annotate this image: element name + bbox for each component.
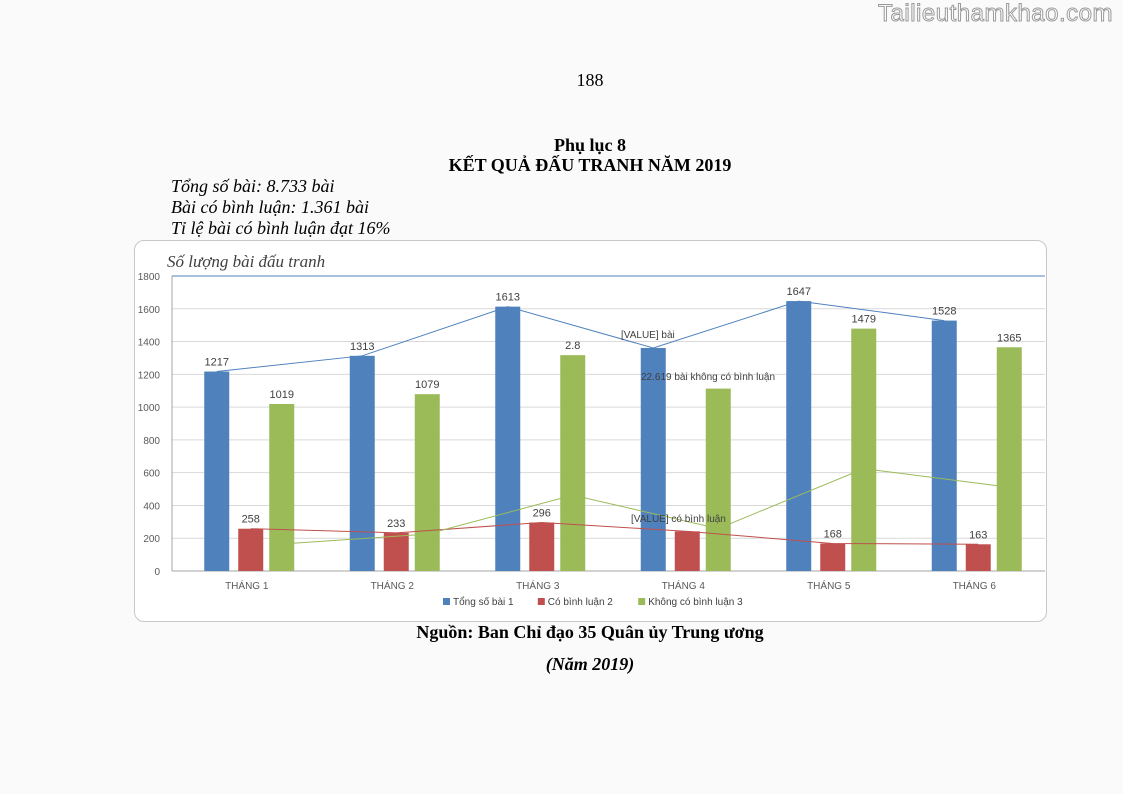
bar-3 bbox=[705, 388, 731, 571]
legend-label-1: Tổng số bài 1 bbox=[453, 596, 514, 608]
y-tick-label: 200 bbox=[143, 534, 160, 545]
legend-swatch-3 bbox=[638, 598, 646, 605]
data-label: 1647 bbox=[787, 286, 811, 298]
bar-1 bbox=[786, 301, 812, 571]
annotation-total: [VALUE] bài bbox=[621, 330, 675, 341]
bar-2 bbox=[965, 544, 991, 571]
bar-1 bbox=[349, 355, 375, 571]
y-tick-label: 1600 bbox=[138, 305, 161, 316]
summary-stats: Tổng số bài: 8.733 bài Bài có bình luận:… bbox=[171, 176, 391, 239]
x-tick-label: THÁNG 1 bbox=[225, 579, 269, 592]
data-label: 1313 bbox=[350, 341, 374, 353]
bar-3 bbox=[414, 394, 440, 571]
data-label: 1019 bbox=[270, 389, 294, 401]
trend-line-3 bbox=[281, 468, 1010, 545]
y-tick-label: 1400 bbox=[138, 338, 161, 349]
bar-2 bbox=[383, 532, 409, 571]
data-label: 163 bbox=[969, 529, 987, 541]
bar-1 bbox=[640, 347, 666, 571]
annotation-comment: [VALUE] có bình luận bbox=[631, 514, 726, 525]
x-tick-label: THÁNG 3 bbox=[516, 579, 560, 592]
data-label: 168 bbox=[824, 528, 842, 540]
bar-1 bbox=[931, 320, 957, 571]
data-label: 1365 bbox=[997, 332, 1021, 344]
x-tick-label: THÁNG 4 bbox=[662, 579, 706, 592]
bar-2 bbox=[820, 543, 846, 571]
x-tick-label: THÁNG 2 bbox=[371, 579, 415, 592]
year-note: (Năm 2019) bbox=[545, 654, 635, 674]
page-heading: KẾT QUẢ ĐẤU TRANH NĂM 2019 bbox=[448, 155, 732, 175]
bar-3 bbox=[851, 328, 877, 571]
y-tick-label: 800 bbox=[143, 436, 160, 447]
bar-1 bbox=[495, 306, 521, 571]
bar-3 bbox=[996, 347, 1022, 571]
bar-1 bbox=[204, 371, 230, 571]
bar-2 bbox=[529, 522, 555, 571]
y-tick-label: 400 bbox=[143, 501, 160, 512]
legend-swatch-1 bbox=[443, 598, 450, 605]
source-note: Nguồn: Ban Chỉ đạo 35 Quân ủy Trung ương bbox=[416, 622, 764, 642]
y-tick-label: 1200 bbox=[138, 370, 161, 381]
stat-total: Tổng số bài: 8.733 bài bbox=[171, 176, 335, 196]
stat-commented: Bài có bình luận: 1.361 bài bbox=[171, 197, 369, 217]
trend-line-2 bbox=[250, 521, 979, 545]
data-label: 2.8 bbox=[565, 340, 580, 352]
y-tick-label: 0 bbox=[154, 567, 160, 578]
chart-title: Số lượng bài đấu tranh bbox=[167, 252, 325, 271]
data-label: 1079 bbox=[415, 379, 439, 391]
trend-line-1 bbox=[216, 300, 945, 373]
data-label: 1217 bbox=[205, 357, 229, 369]
data-label: 258 bbox=[242, 514, 260, 526]
legend-swatch-2 bbox=[537, 598, 545, 605]
data-label: 233 bbox=[387, 518, 405, 530]
x-tick-label: THÁNG 5 bbox=[807, 579, 851, 592]
data-label: 1479 bbox=[852, 314, 876, 326]
bar-3 bbox=[269, 403, 295, 571]
bar-3 bbox=[560, 355, 586, 571]
legend-label-3: Không có bình luận 3 bbox=[648, 597, 743, 608]
data-label: 1613 bbox=[496, 292, 520, 304]
y-tick-label: 1000 bbox=[138, 403, 161, 414]
legend-label-2: Có bình luận 2 bbox=[548, 597, 613, 608]
watermark: Tailieuthamkhao.com bbox=[878, 0, 1113, 28]
y-tick-label: 1800 bbox=[138, 272, 161, 283]
annotation-no-comment: 22.619 bài không có bình luận bbox=[641, 372, 775, 383]
data-label: 296 bbox=[533, 507, 551, 519]
stat-ratio: Tỉ lệ bài có bình luận đạt 16% bbox=[171, 218, 391, 238]
x-tick-label: THÁNG 6 bbox=[953, 579, 997, 592]
page-number: 188 bbox=[576, 70, 604, 90]
y-tick-label: 600 bbox=[143, 469, 160, 480]
bar-2 bbox=[674, 531, 700, 571]
data-label: 1528 bbox=[932, 306, 956, 318]
bar-2 bbox=[238, 528, 264, 571]
appendix-title: Phụ lục 8 bbox=[553, 135, 627, 155]
